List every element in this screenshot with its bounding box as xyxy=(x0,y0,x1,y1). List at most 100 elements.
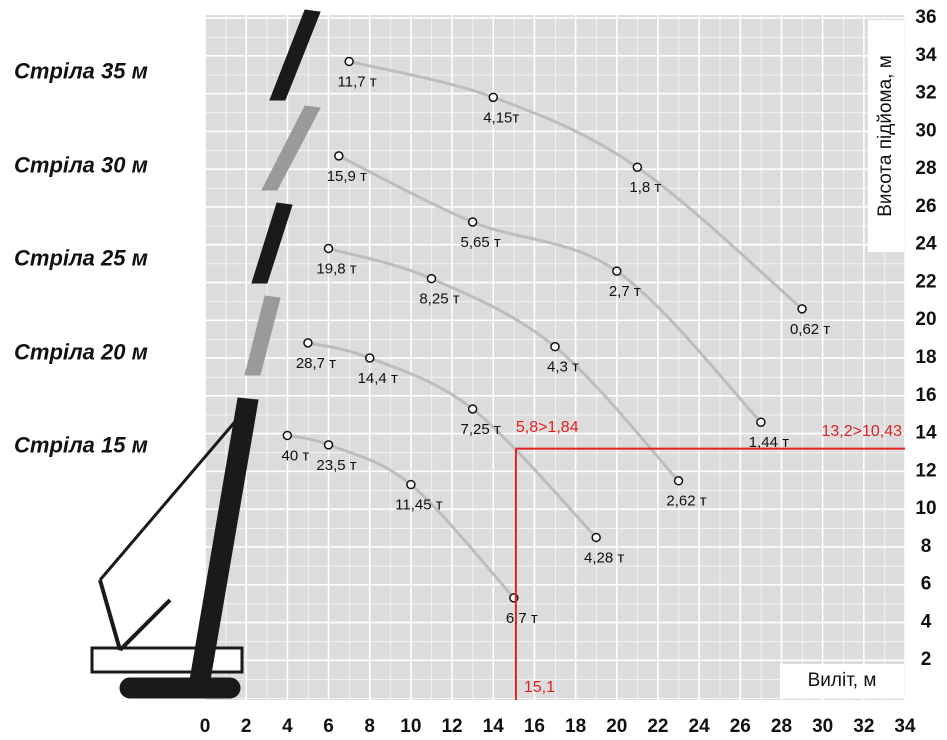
load-label: 8,25 т xyxy=(419,291,459,308)
y-tick-label: 28 xyxy=(915,158,936,179)
y-axis-title: Висота підйома, м xyxy=(875,55,896,217)
x-tick-label: 14 xyxy=(483,716,505,737)
boom-tip-30 xyxy=(261,105,321,191)
point xyxy=(303,338,313,348)
load-label: 4,15т xyxy=(483,109,519,126)
point xyxy=(323,243,334,254)
load-curve xyxy=(338,154,762,424)
y-tick-label: 2 xyxy=(921,649,932,670)
point xyxy=(344,56,354,67)
point xyxy=(488,92,498,103)
y-tick-label: 16 xyxy=(915,385,936,406)
y-tick-label: 6 xyxy=(921,574,932,595)
y-tick-label: 26 xyxy=(915,196,936,217)
crane-boom xyxy=(189,397,259,681)
boom-name: Стріла 35 м xyxy=(14,58,148,83)
y-tick-label: 34 xyxy=(915,45,937,66)
reference-y-label: 13,2>10,43 xyxy=(821,423,902,440)
crane-body xyxy=(90,646,244,674)
x-axis-title: Виліт, м xyxy=(808,670,877,691)
load-label: 1,8 т xyxy=(629,179,661,196)
x-tick-label: 2 xyxy=(241,716,252,737)
load-label: 4,3 т xyxy=(547,359,579,376)
point xyxy=(467,404,478,414)
y-tick-label: 24 xyxy=(915,234,937,255)
y-tick-label: 22 xyxy=(915,271,936,292)
x-tick-label: 22 xyxy=(647,716,668,737)
load-curve xyxy=(287,433,515,599)
load-label: 2,62 т xyxy=(666,493,706,510)
load-label: 5,65 т xyxy=(461,234,501,251)
point xyxy=(426,273,437,284)
x-tick-label: 10 xyxy=(400,716,421,737)
load-label: 4,28 т xyxy=(584,549,624,566)
x-tick-label: 18 xyxy=(565,716,586,737)
x-tick-label: 6 xyxy=(323,716,334,737)
point xyxy=(591,532,601,543)
point xyxy=(797,304,807,314)
load-label: 0,62 т xyxy=(790,321,830,338)
x-tick-label: 12 xyxy=(441,716,462,737)
point xyxy=(334,151,344,161)
y-tick-label: 18 xyxy=(915,347,936,368)
boom-tip-35 xyxy=(269,9,321,101)
point xyxy=(323,440,334,450)
load-label: 11,7 т xyxy=(338,73,377,90)
x-tick-label: 0 xyxy=(200,716,211,737)
point xyxy=(406,479,416,490)
y-tick-label: 12 xyxy=(915,460,936,481)
y-tick-label: 30 xyxy=(915,120,936,141)
boom-name: Стріла 15 м xyxy=(14,432,148,457)
point xyxy=(550,341,560,352)
boom-tip-20 xyxy=(244,295,281,376)
y-tick-label: 36 xyxy=(915,7,936,28)
x-tick-label: 26 xyxy=(730,716,751,737)
reference-label: 5,8>1,84 xyxy=(516,419,579,436)
load-curve xyxy=(307,341,598,539)
crane-track xyxy=(119,677,241,699)
load-label: 6,7 т xyxy=(506,610,538,627)
load-label: 28,7 т xyxy=(296,355,336,372)
x-tick-label: 34 xyxy=(894,716,916,737)
x-tick-label: 20 xyxy=(606,716,627,737)
point xyxy=(612,266,622,276)
load-label: 40 т xyxy=(281,447,309,464)
crane-mast xyxy=(98,579,122,651)
load-label: 19,8 т xyxy=(316,260,356,277)
crane-pendant xyxy=(98,409,247,581)
reference-x-label: 15,1 xyxy=(524,679,555,696)
point xyxy=(756,417,766,427)
load-label: 23,5 т xyxy=(316,457,356,474)
point xyxy=(673,476,684,486)
x-tick-label: 32 xyxy=(853,716,874,737)
y-tick-label: 10 xyxy=(915,498,936,519)
x-tick-label: 4 xyxy=(282,716,293,737)
crane-illustration xyxy=(90,9,321,699)
boom-tip-25 xyxy=(251,202,293,284)
load-label: 14,4 т xyxy=(358,370,398,387)
y-tick-label: 8 xyxy=(921,536,932,557)
y-tick-label: 4 xyxy=(921,611,932,632)
x-tick-label: 8 xyxy=(364,716,375,737)
load-label: 11,45 т xyxy=(395,497,443,514)
point xyxy=(632,162,643,172)
point xyxy=(467,217,478,227)
load-label: 15,9 т xyxy=(327,168,367,185)
crane-strut xyxy=(118,598,172,652)
load-curve xyxy=(348,59,804,311)
y-tick-label: 20 xyxy=(915,309,936,330)
point xyxy=(282,430,293,441)
y-tick-label: 32 xyxy=(915,83,936,104)
load-label: 1,44 т xyxy=(749,434,789,451)
load-curve xyxy=(328,247,680,482)
x-tick-label: 24 xyxy=(689,716,711,737)
point xyxy=(364,353,375,363)
boom-name: Стріла 25 м xyxy=(14,245,148,270)
x-tick-label: 28 xyxy=(771,716,792,737)
x-tick-label: 30 xyxy=(812,716,833,737)
load-label: 2,7 т xyxy=(609,283,641,300)
x-tick-label: 16 xyxy=(524,716,545,737)
y-tick-label: 14 xyxy=(915,423,937,444)
boom-name: Стріла 20 м xyxy=(14,340,148,365)
